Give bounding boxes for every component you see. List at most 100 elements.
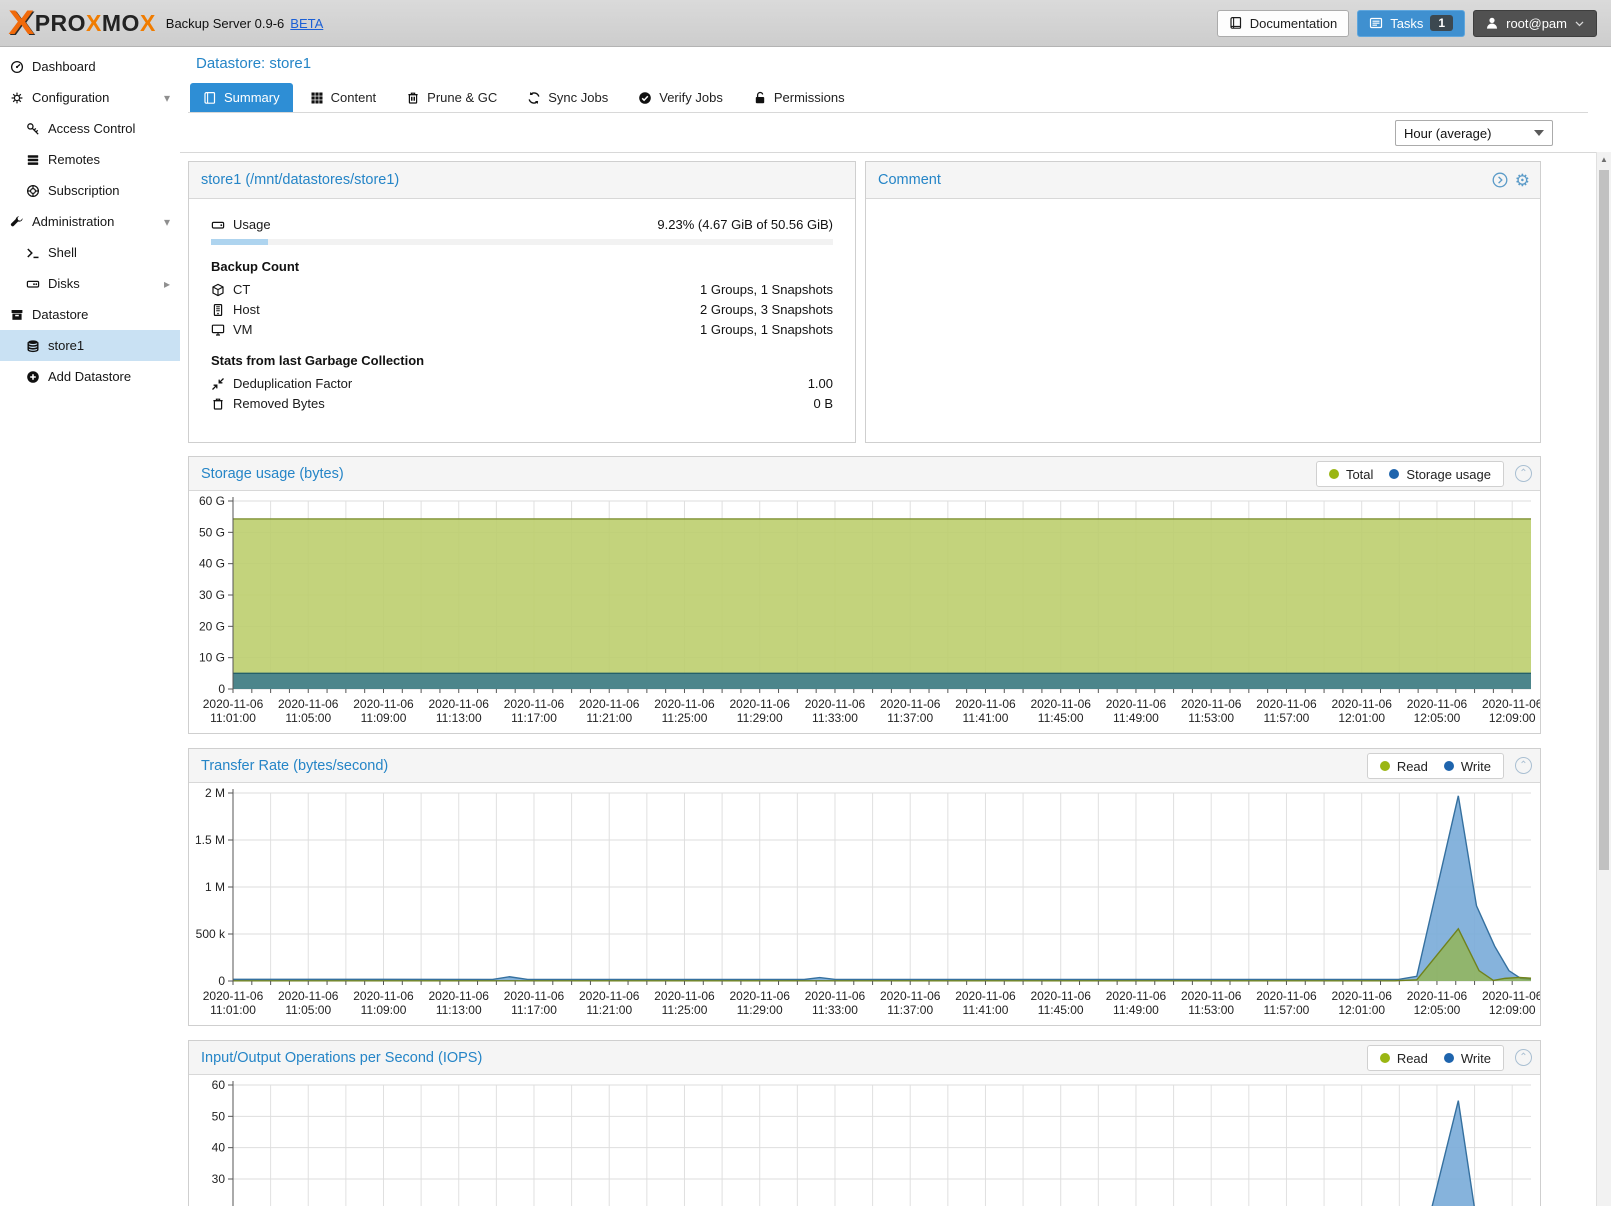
svg-text:2020-11-06: 2020-11-06 [880,989,941,1003]
svg-text:11:21:00: 11:21:00 [586,1003,632,1017]
life-ring-icon [26,184,40,198]
chevron-down-icon[interactable]: ▾ [164,215,170,229]
collapse-chart-icon[interactable]: ⌃ [1515,1049,1532,1066]
hdd-icon [211,218,225,232]
sidebar-item-store1[interactable]: store1 [0,330,180,361]
scroll-up-arrow-icon[interactable]: ▲ [1597,152,1611,167]
time-range-value: Hour (average) [1404,126,1534,141]
svg-text:11:09:00: 11:09:00 [361,1003,407,1017]
svg-text:11:05:00: 11:05:00 [285,1003,331,1017]
sidebar-item-dashboard[interactable]: Dashboard [0,51,180,82]
sidebar-item-access-control[interactable]: Access Control [0,113,180,144]
sidebar-item-subscription[interactable]: Subscription [0,175,180,206]
row-label: Removed Bytes [233,396,325,411]
tab-verify-jobs[interactable]: Verify Jobs [625,83,736,112]
legend-item[interactable]: Write [1444,1051,1491,1066]
chevron-right-icon[interactable]: ▸ [164,277,170,291]
sidebar-item-administration[interactable]: Administration ▾ [0,206,180,237]
svg-text:11:57:00: 11:57:00 [1264,1003,1310,1017]
legend-item[interactable]: Total [1329,467,1373,482]
sidebar-item-datastore[interactable]: Datastore [0,299,180,330]
row-value: 1 Groups, 1 Snapshots [700,282,833,297]
svg-text:11:41:00: 11:41:00 [963,711,1009,725]
iops-chart: 60504030201002020-11-0611:01:002020-11-0… [189,1075,1540,1206]
tab-permissions[interactable]: Permissions [740,83,858,112]
datastore-info-body: Usage 9.23% (4.67 GiB of 50.56 GiB) Back… [189,199,855,413]
main-content: Datastore: store1 Summary Content Prune [180,47,1596,1206]
beta-link[interactable]: BETA [290,16,323,31]
chevron-down-icon[interactable]: ▾ [164,91,170,105]
sidebar-item-disks[interactable]: Disks ▸ [0,268,180,299]
legend-item[interactable]: Write [1444,759,1491,774]
server-list-icon [26,153,40,167]
scrollbar-thumb[interactable] [1599,170,1609,870]
backup-count-row-vm: VM 1 Groups, 1 Snapshots [211,320,833,339]
database-icon [26,339,40,353]
svg-text:2020-11-06: 2020-11-06 [1407,989,1468,1003]
comment-body[interactable] [866,199,1540,442]
svg-text:11:29:00: 11:29:00 [737,1003,783,1017]
comment-panel: Comment ⚙ [865,161,1541,443]
tab-label: Verify Jobs [659,90,723,105]
row-value: 0 B [813,396,833,411]
collapse-chart-icon[interactable]: ⌃ [1515,465,1532,482]
svg-text:2020-11-06: 2020-11-06 [1181,697,1242,711]
tasks-button[interactable]: Tasks 1 [1357,10,1465,37]
backup-count-row-ct: CT 1 Groups, 1 Snapshots [211,280,833,299]
tab-summary[interactable]: Summary [190,83,293,112]
iops-chart-header: Input/Output Operations per Second (IOPS… [189,1041,1540,1075]
svg-text:2020-11-06: 2020-11-06 [579,697,640,711]
svg-text:2020-11-06: 2020-11-06 [203,697,264,711]
expand-circle-icon[interactable] [1492,172,1508,188]
legend-item[interactable]: Storage usage [1389,467,1491,482]
dedup-row: Deduplication Factor 1.00 [211,374,833,393]
dashboard-icon [10,60,24,74]
gear-icon[interactable]: ⚙ [1515,172,1530,189]
sidebar-item-label: Remotes [48,152,100,167]
vertical-scrollbar[interactable]: ▲ [1596,152,1611,1206]
time-range-select[interactable]: Hour (average) [1395,120,1553,146]
svg-text:11:25:00: 11:25:00 [662,711,708,725]
storage-usage-chart: 60 G50 G40 G30 G20 G10 G02020-11-0611:01… [189,491,1540,733]
svg-text:2020-11-06: 2020-11-06 [1106,697,1167,711]
transfer-rate-chart: 2 M1.5 M1 M500 k02020-11-0611:01:002020-… [189,783,1540,1025]
svg-text:11:01:00: 11:01:00 [210,1003,256,1017]
transfer-rate-chart-header: Transfer Rate (bytes/second) ReadWrite ⌃ [189,749,1540,783]
book-icon [203,91,217,105]
svg-text:1 M: 1 M [205,880,225,894]
datastore-info-panel: store1 (/mnt/datastores/store1) Usage 9.… [188,161,856,443]
sidebar-item-label: Subscription [48,183,120,198]
legend-item[interactable]: Read [1380,1051,1428,1066]
svg-text:2020-11-06: 2020-11-06 [1482,697,1540,711]
svg-text:2020-11-06: 2020-11-06 [955,989,1016,1003]
sidebar-item-configuration[interactable]: Configuration ▾ [0,82,180,113]
comment-title: Comment [878,172,941,188]
tab-prune-gc[interactable]: Prune & GC [393,83,510,112]
svg-text:2020-11-06: 2020-11-06 [729,989,790,1003]
sidebar-item-add-datastore[interactable]: Add Datastore [0,361,180,392]
sidebar-item-label: Disks [48,276,80,291]
svg-text:11:13:00: 11:13:00 [436,1003,482,1017]
archive-box-icon [10,308,24,322]
collapse-chart-icon[interactable]: ⌃ [1515,757,1532,774]
logo-text: PROXMOX [35,12,156,35]
chevron-down-icon [1534,130,1544,136]
legend-item[interactable]: Read [1380,759,1428,774]
user-menu-button[interactable]: root@pam [1473,10,1597,37]
svg-text:11:21:00: 11:21:00 [586,711,632,725]
usage-progress-fill [211,239,268,245]
sidebar: Dashboard Configuration ▾ Access Control… [0,47,180,1206]
svg-text:11:17:00: 11:17:00 [511,1003,557,1017]
storage-usage-chart-panel: Storage usage (bytes) TotalStorage usage… [188,456,1541,734]
proxmox-x-logo-icon: X [8,6,34,40]
tab-sync-jobs[interactable]: Sync Jobs [514,83,621,112]
page-title: Datastore: store1 [180,47,1596,72]
sidebar-item-shell[interactable]: Shell [0,237,180,268]
svg-text:11:01:00: 11:01:00 [210,711,256,725]
svg-text:12:09:00: 12:09:00 [1489,1003,1536,1017]
sidebar-item-remotes[interactable]: Remotes [0,144,180,175]
documentation-button[interactable]: Documentation [1217,10,1349,37]
desktop-icon [211,323,225,337]
sidebar-item-label: Access Control [48,121,135,136]
tab-content[interactable]: Content [297,83,390,112]
